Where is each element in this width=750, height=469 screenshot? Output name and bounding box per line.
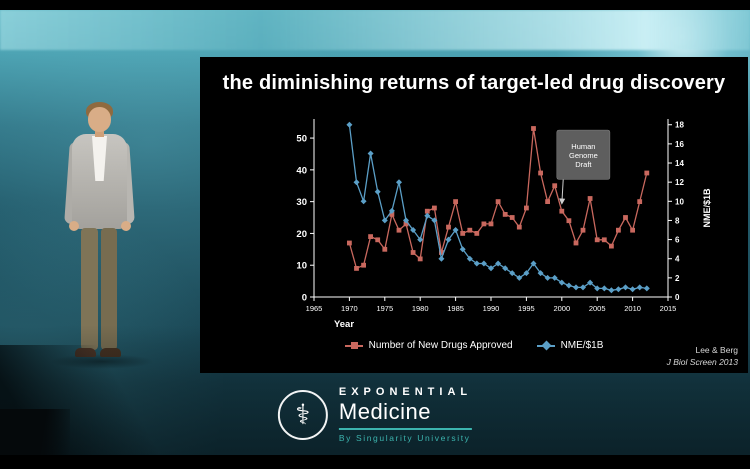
svg-text:50: 50 xyxy=(296,134,307,145)
speaker-hand xyxy=(121,221,131,231)
logo-text: EXPONENTIAL Medicine By Singularity Univ… xyxy=(338,386,473,443)
speaker xyxy=(48,102,158,377)
svg-text:8: 8 xyxy=(675,216,680,225)
svg-text:1985: 1985 xyxy=(447,304,464,313)
citation-journal: J Biol Screen 2013 xyxy=(666,356,738,367)
brand-subtitle: By Singularity University xyxy=(338,433,471,443)
speaker-hand xyxy=(69,221,79,231)
svg-text:0: 0 xyxy=(302,293,307,304)
legend-item-nme: NME/$1B xyxy=(536,340,604,351)
slide-title: the diminishing returns of target-led dr… xyxy=(222,72,726,94)
speaker-leg xyxy=(101,228,117,350)
svg-text:10: 10 xyxy=(296,261,307,272)
red-square-marker xyxy=(344,342,363,349)
svg-text:1975: 1975 xyxy=(376,304,393,313)
svg-text:30: 30 xyxy=(296,197,307,208)
svg-text:2005: 2005 xyxy=(589,304,606,313)
svg-text:1965: 1965 xyxy=(306,304,323,313)
letterbox-bottom xyxy=(0,455,750,469)
citation-authors: Lee & Berg xyxy=(695,345,738,356)
letterbox-top xyxy=(0,0,750,10)
svg-text:1990: 1990 xyxy=(483,304,500,313)
svg-text:2010: 2010 xyxy=(624,304,641,313)
stage-monitor-silhouette xyxy=(0,409,70,455)
svg-text:Draft: Draft xyxy=(575,160,592,169)
svg-text:Genome: Genome xyxy=(569,151,598,160)
svg-text:4: 4 xyxy=(675,255,680,264)
svg-text:1995: 1995 xyxy=(518,304,535,313)
blue-diamond-marker xyxy=(536,340,555,351)
presentation-slide: the diminishing returns of target-led dr… xyxy=(200,57,748,373)
svg-text:14: 14 xyxy=(675,159,684,168)
svg-text:Human: Human xyxy=(571,142,595,151)
brand-divider xyxy=(338,428,473,430)
svg-text:20: 20 xyxy=(296,229,307,240)
speaker-head xyxy=(88,107,111,132)
svg-text:12: 12 xyxy=(675,178,684,187)
citation: Lee & Berg J Biol Screen 2013 xyxy=(667,345,738,368)
exponential-medicine-logo: ⚕ EXPONENTIAL Medicine By Singularity Un… xyxy=(277,386,473,443)
backdrop-light-band xyxy=(0,10,750,50)
legend-item-drugs: Number of New Drugs Approved xyxy=(344,340,513,351)
svg-text:6: 6 xyxy=(675,236,680,245)
caduceus-glyph: ⚕ xyxy=(295,398,311,430)
svg-text:2015: 2015 xyxy=(660,304,677,313)
svg-text:NME/$1B: NME/$1B xyxy=(702,188,712,228)
brand-exponential: EXPONENTIAL xyxy=(338,386,473,398)
drug-discovery-chart: 1965 1970 1975 1980 1985 1990 1995 2000 2005 2010… xyxy=(296,119,712,330)
svg-text:40: 40 xyxy=(296,165,307,176)
svg-text:1970: 1970 xyxy=(341,304,358,313)
svg-text:0: 0 xyxy=(675,293,680,302)
caduceus-icon: ⚕ xyxy=(277,389,328,440)
legend-label-drugs: Number of New Drugs Approved xyxy=(368,340,513,351)
brand-medicine: Medicine xyxy=(338,399,431,424)
svg-text:2: 2 xyxy=(675,274,680,283)
speaker-shirt xyxy=(92,136,107,181)
svg-text:Year: Year xyxy=(334,319,354,330)
legend-label-nme: NME/$1B xyxy=(560,340,604,351)
chart-legend: Number of New Drugs Approved NME/$1B xyxy=(200,340,748,351)
svg-text:18: 18 xyxy=(675,121,684,130)
svg-text:16: 16 xyxy=(675,140,684,149)
svg-text:1980: 1980 xyxy=(412,304,429,313)
stage-photo: the diminishing returns of target-led dr… xyxy=(0,10,750,455)
svg-text:2000: 2000 xyxy=(553,304,570,313)
speaker-neck xyxy=(95,129,104,137)
chart-container: 1965 1970 1975 1980 1985 1990 1995 2000 2005 2010… xyxy=(278,107,718,335)
speaker-leg xyxy=(81,228,98,350)
svg-text:10: 10 xyxy=(675,197,684,206)
